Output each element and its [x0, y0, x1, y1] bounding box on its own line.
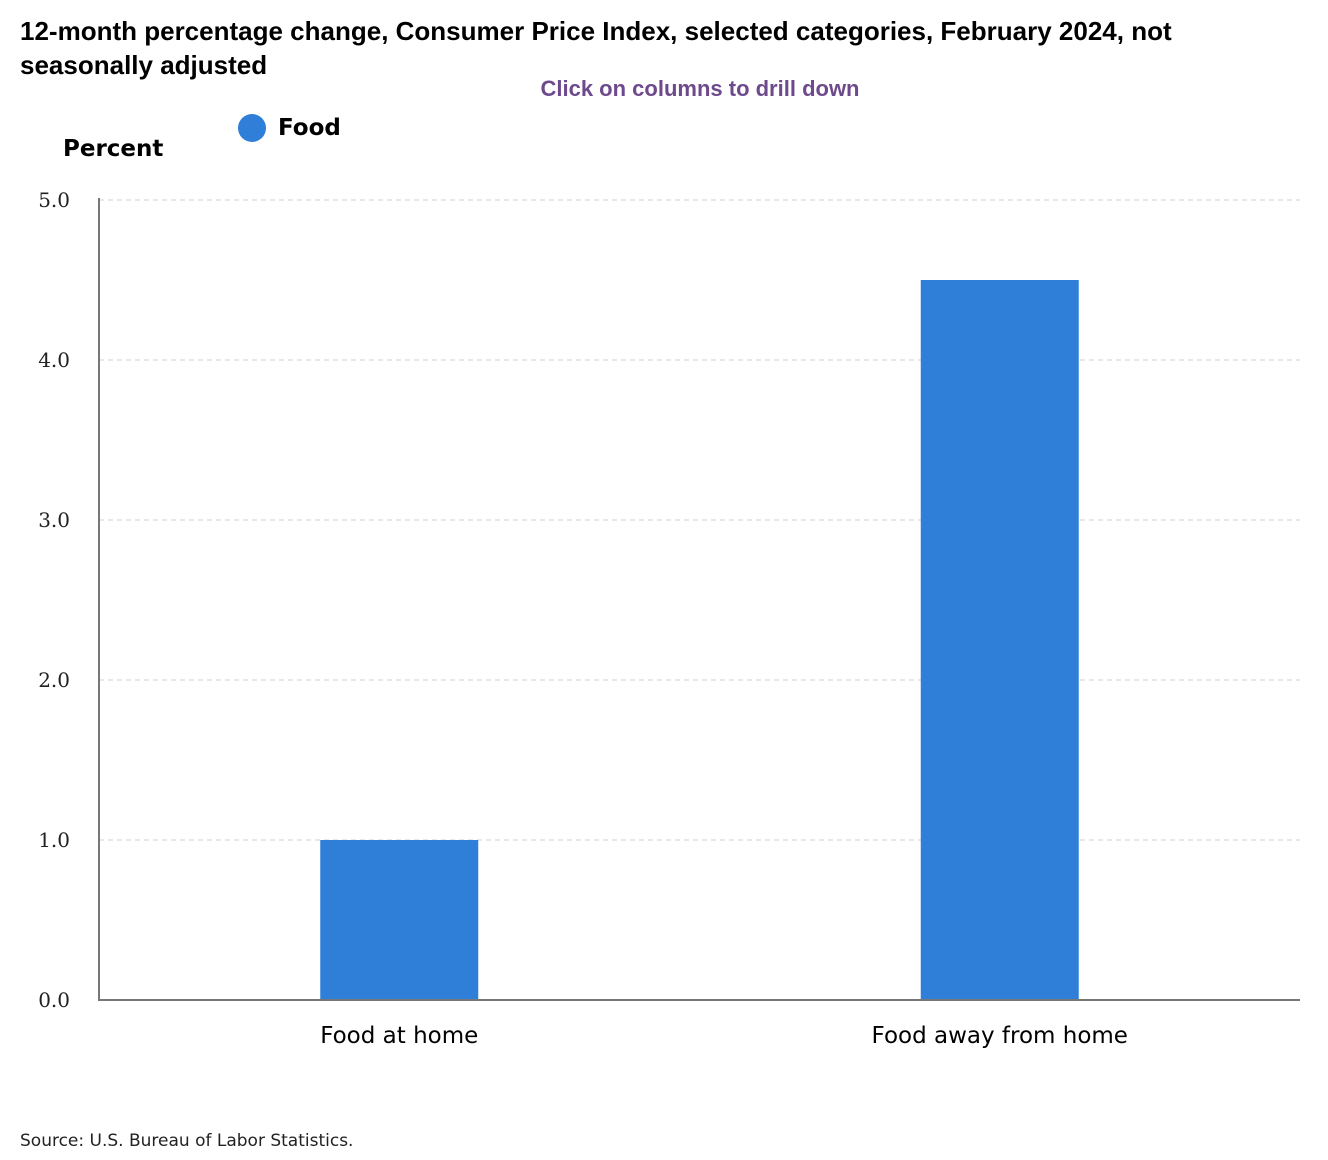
legend-item-food[interactable]: Food	[238, 114, 341, 142]
gridlines	[99, 199, 1300, 841]
legend-swatch	[238, 114, 266, 142]
bar-chart: 0.0 1.0 2.0 3.0 4.0 5.0 Food at home Food away…	[38, 188, 1300, 1049]
x-category-label: Food at home	[320, 1023, 478, 1049]
bar-food-away-from-home[interactable]	[920, 280, 1079, 1000]
y-tick-label: 1.0	[38, 828, 70, 852]
x-category-label: Food away from home	[872, 1023, 1128, 1049]
source-note: Source: U.S. Bureau of Labor Statistics.	[20, 1131, 354, 1151]
y-tick-label: 2.0	[38, 668, 70, 692]
y-axis-title: Percent	[63, 136, 164, 162]
drilldown-hint[interactable]: Click on columns to drill down	[540, 76, 860, 101]
y-axis-ticks: 0.0 1.0 2.0 3.0 4.0 5.0	[38, 188, 70, 1012]
chart-title: 12-month percentage change, Consumer Pri…	[20, 16, 1172, 80]
y-tick-label: 3.0	[38, 508, 70, 532]
legend-label: Food	[278, 115, 341, 141]
y-tick-label: 5.0	[38, 188, 70, 212]
x-axis-labels: Food at home Food away from home	[320, 1023, 1128, 1049]
y-tick-label: 4.0	[38, 348, 70, 372]
bars	[320, 280, 1079, 1000]
y-tick-label: 0.0	[38, 988, 70, 1012]
bar-food-at-home[interactable]	[320, 840, 479, 1000]
